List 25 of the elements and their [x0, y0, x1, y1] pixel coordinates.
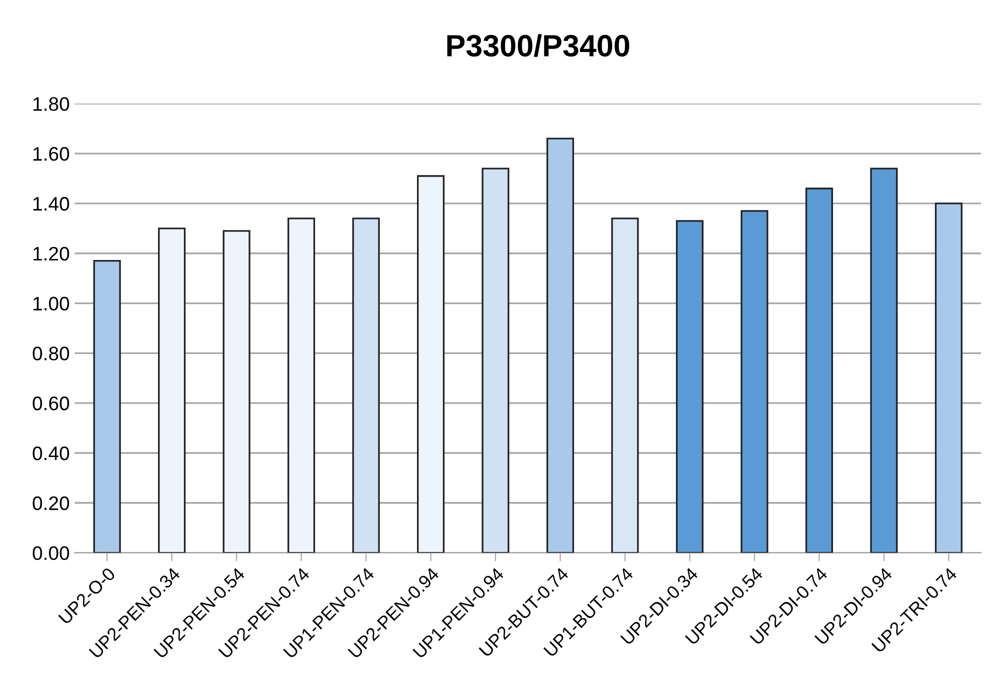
bar: [676, 220, 704, 553]
y-tick-label: 1.60: [33, 147, 70, 161]
y-tick-label: 1.20: [33, 246, 70, 261]
bar: [934, 202, 962, 553]
y-tick-label: 0.60: [32, 396, 70, 410]
y-tick-label: 0.00: [32, 546, 70, 560]
bar: [546, 138, 574, 553]
y-tick-label: 0.20: [32, 496, 70, 510]
bar: [740, 210, 768, 553]
bar: [416, 175, 445, 553]
bar: [222, 230, 250, 553]
y-tick-label: 1.40: [33, 196, 70, 211]
bar: [870, 168, 898, 553]
bar: [352, 218, 380, 553]
y-tick-label: 0.40: [32, 446, 70, 460]
bar: [611, 218, 639, 553]
bar: [805, 188, 833, 553]
bar: [288, 218, 316, 553]
y-tick-label: 0.80: [32, 346, 70, 360]
bar: [93, 260, 121, 553]
bar: [158, 228, 186, 553]
y-tick-label: 1.80: [33, 97, 70, 111]
y-tick-label: 1.00: [33, 296, 70, 311]
chart-title: P3300/P3400: [447, 34, 630, 57]
bar: [482, 168, 510, 553]
